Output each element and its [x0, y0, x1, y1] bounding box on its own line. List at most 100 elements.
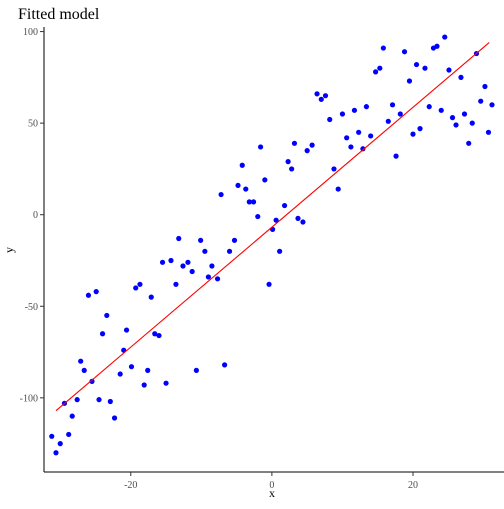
data-point	[176, 235, 182, 242]
data-point	[49, 433, 55, 439]
data-point	[74, 397, 80, 403]
data-point	[339, 111, 346, 117]
data-point	[351, 107, 358, 113]
y-axis-ticks: -100 -50 0 50 100	[20, 27, 44, 404]
data-point	[266, 281, 272, 287]
data-point	[309, 142, 315, 148]
data-point	[159, 259, 166, 265]
y-axis-label: y	[2, 247, 16, 253]
data-point	[133, 285, 139, 291]
chart-title: Fitted model	[18, 6, 100, 23]
data-point	[277, 248, 283, 254]
y-tick-label: -50	[25, 302, 38, 313]
data-point	[117, 371, 123, 377]
data-point	[360, 146, 366, 152]
data-point	[285, 159, 291, 165]
data-point	[231, 237, 238, 243]
data-point	[377, 65, 383, 71]
data-point	[258, 144, 264, 150]
data-point	[111, 415, 118, 421]
y-tick-label: -100	[20, 393, 38, 404]
data-point	[218, 191, 224, 198]
data-point	[373, 69, 379, 75]
data-point	[222, 362, 228, 368]
data-point	[189, 268, 195, 275]
data-point	[434, 43, 440, 49]
x-tick-label: 0	[269, 480, 274, 491]
data-point	[185, 259, 191, 265]
data-point	[163, 380, 169, 386]
fitted-line	[55, 42, 490, 412]
y-tick-label: 100	[23, 27, 38, 38]
x-tick-label: 20	[408, 480, 418, 491]
data-point	[85, 292, 92, 298]
data-point	[209, 263, 215, 269]
data-point	[193, 367, 199, 373]
data-point	[93, 289, 99, 295]
x-axis-ticks: -20 0 20	[124, 472, 418, 491]
data-point	[250, 199, 257, 205]
data-point	[214, 276, 221, 282]
data-point	[96, 397, 102, 403]
data-point	[289, 166, 295, 172]
y-tick-label: 50	[28, 119, 38, 130]
x-axis-label: x	[269, 486, 275, 500]
data-point	[385, 118, 391, 124]
data-point	[318, 96, 324, 102]
data-point	[99, 331, 106, 337]
data-point	[66, 431, 72, 438]
data-point	[335, 186, 341, 192]
data-point	[78, 358, 84, 364]
data-point	[348, 144, 354, 150]
data-point	[363, 104, 370, 110]
data-point	[368, 133, 374, 139]
data-point	[442, 34, 448, 40]
data-point	[344, 135, 350, 141]
data-point	[397, 111, 403, 117]
data-points	[49, 34, 495, 456]
data-point	[426, 104, 432, 110]
data-point	[331, 166, 337, 172]
data-point	[123, 327, 130, 333]
data-point	[255, 213, 261, 220]
fitted-line-layer	[55, 42, 490, 412]
data-point	[401, 49, 408, 55]
data-point	[438, 107, 444, 113]
data-point	[173, 281, 179, 287]
data-point	[262, 177, 268, 183]
data-point	[478, 98, 484, 104]
data-point	[243, 186, 249, 192]
data-point	[107, 398, 113, 405]
data-point	[304, 148, 310, 154]
data-point	[202, 248, 208, 254]
data-point	[466, 140, 472, 146]
x-tick-label: -20	[124, 480, 137, 491]
data-point	[281, 202, 288, 209]
data-point	[449, 115, 456, 121]
data-point	[198, 237, 204, 243]
data-point	[128, 364, 135, 370]
data-point	[205, 274, 211, 280]
data-point	[446, 67, 452, 73]
data-point	[380, 45, 386, 51]
data-point	[53, 450, 59, 456]
data-point	[485, 129, 492, 135]
data-point	[246, 199, 252, 205]
data-point	[137, 281, 143, 287]
data-point	[356, 129, 362, 135]
data-point	[422, 65, 428, 71]
data-point	[458, 74, 464, 80]
data-point	[322, 93, 329, 99]
data-point	[89, 378, 95, 384]
data-point	[180, 263, 186, 269]
data-point	[69, 413, 75, 419]
data-point	[104, 312, 110, 319]
data-point	[482, 83, 488, 90]
data-point	[406, 78, 413, 84]
data-point	[393, 153, 399, 159]
data-point	[156, 332, 162, 339]
data-point	[168, 257, 174, 264]
data-point	[410, 131, 416, 137]
